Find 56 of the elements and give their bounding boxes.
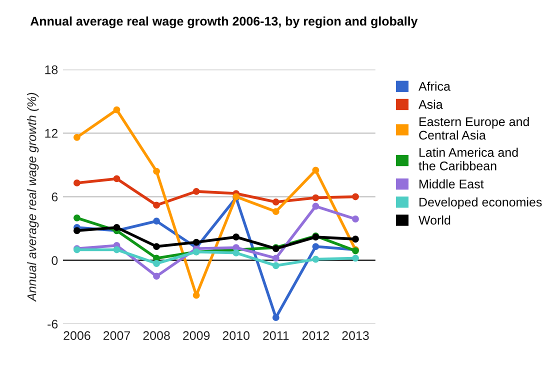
point	[73, 227, 80, 234]
legend-label: Middle East	[420, 179, 484, 188]
y-tick-label: 12	[45, 128, 58, 138]
legend-label: World	[418, 215, 450, 225]
point	[312, 202, 320, 210]
point	[192, 292, 200, 299]
point	[352, 193, 359, 200]
point	[153, 168, 160, 175]
point	[153, 260, 160, 267]
point	[113, 175, 120, 182]
x-tick-label: 2010	[222, 331, 250, 340]
legend-label: Asia	[418, 100, 443, 109]
point	[312, 256, 320, 263]
legend-label: Developed economies	[420, 197, 542, 210]
point	[192, 238, 200, 246]
point	[153, 202, 160, 209]
point	[153, 243, 160, 250]
point	[272, 254, 280, 262]
point	[113, 106, 120, 114]
x-tick-label: 2013	[342, 331, 369, 340]
y-tick-label: 6	[52, 192, 58, 202]
point	[352, 236, 359, 243]
point	[153, 254, 160, 262]
point	[312, 166, 320, 174]
legend-label: Latin America and the Caribbean	[418, 148, 518, 170]
point	[272, 208, 280, 216]
point	[73, 179, 80, 186]
chart-title: Annual average real wage growth 2006-13, by region and globally	[30, 16, 418, 28]
point	[73, 134, 80, 141]
y-tick-label: -6	[48, 320, 58, 329]
point	[192, 188, 200, 195]
point	[113, 224, 120, 231]
y-axis-title: Annual average real wage growth (%)	[27, 92, 39, 302]
x-tick-label: 2007	[103, 331, 130, 340]
point	[272, 198, 280, 206]
point	[312, 194, 320, 202]
x-tick-label: 2008	[143, 331, 170, 340]
point	[352, 254, 359, 262]
x-tick-label: 2011	[263, 331, 289, 340]
y-tick-label: 18	[45, 65, 58, 74]
legend-label: Africa	[418, 82, 450, 91]
point	[272, 314, 280, 322]
point	[153, 218, 160, 225]
point	[113, 246, 120, 254]
point	[73, 214, 80, 222]
x-tick-label: 2012	[302, 331, 329, 340]
point	[312, 243, 320, 250]
point	[272, 262, 280, 270]
x-tick-label: 2009	[183, 331, 210, 340]
legend-label: Eastern Europe and Central Asia	[419, 116, 529, 140]
point	[232, 234, 240, 240]
point	[232, 249, 240, 256]
point	[153, 272, 160, 280]
y-tick-label: 0	[52, 256, 58, 265]
point	[352, 216, 359, 222]
x-tick-label: 2006	[64, 331, 90, 340]
